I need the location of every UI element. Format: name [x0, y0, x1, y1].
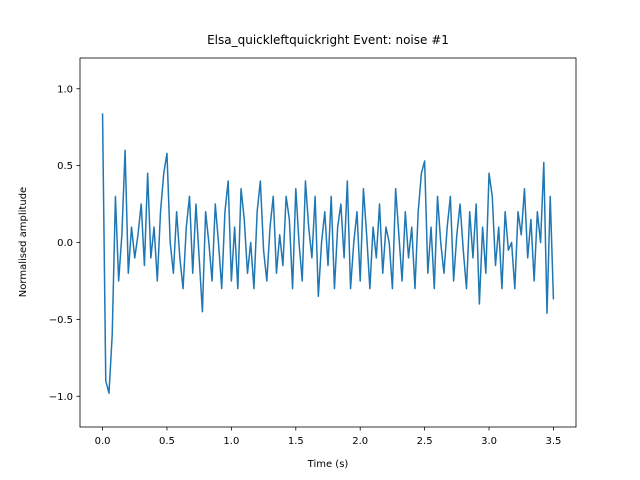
y-tick-label: 1.0: [57, 84, 73, 95]
x-tick-label: 3.5: [546, 436, 562, 447]
y-tick-label: −1.0: [49, 392, 73, 403]
y-axis-label: Normalised amplitude: [18, 187, 29, 297]
x-axis-label: Time (s): [307, 459, 349, 470]
x-tick-label: 3.0: [481, 436, 497, 447]
data-line: [101, 113, 555, 394]
axes-frame: [79, 57, 577, 428]
x-tick-label: 0.0: [95, 436, 111, 447]
y-tick-label: 0.5: [57, 161, 73, 172]
x-tick-label: 2.5: [417, 436, 433, 447]
x-tick-label: 1.0: [223, 436, 239, 447]
x-tick-label: 2.0: [352, 436, 368, 447]
x-tick-label: 1.5: [288, 436, 304, 447]
x-tick-label: 0.5: [159, 436, 175, 447]
y-tick-label: 0.0: [57, 238, 73, 249]
chart-title: Elsa_quickleftquickright Event: noise #1: [207, 33, 449, 47]
y-tick-label: −0.5: [49, 315, 73, 326]
